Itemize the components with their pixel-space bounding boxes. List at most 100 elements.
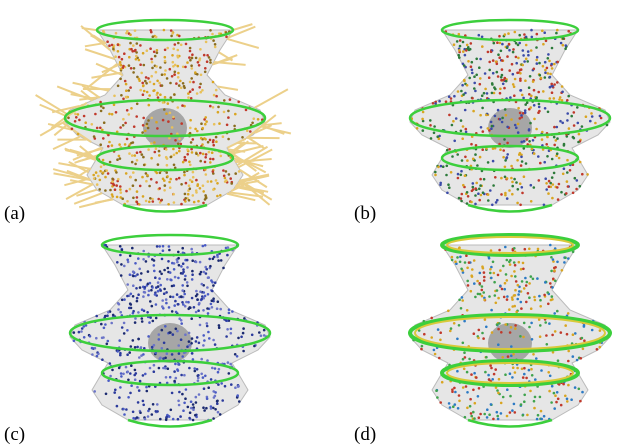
point xyxy=(130,303,133,306)
rendering xyxy=(410,235,610,427)
point xyxy=(541,29,544,32)
point xyxy=(139,63,142,66)
point xyxy=(473,417,476,420)
point xyxy=(141,308,144,311)
rendering xyxy=(410,20,610,212)
point xyxy=(534,299,537,302)
point xyxy=(546,291,549,294)
point xyxy=(499,42,502,45)
point xyxy=(138,203,141,206)
point xyxy=(490,367,493,370)
point xyxy=(530,29,533,32)
point xyxy=(147,119,150,122)
point xyxy=(576,179,579,182)
point xyxy=(550,85,553,88)
point xyxy=(172,65,175,68)
point xyxy=(199,187,202,190)
point xyxy=(181,393,184,396)
point xyxy=(208,337,211,340)
point xyxy=(121,299,124,302)
point xyxy=(477,337,480,340)
point xyxy=(508,69,511,72)
point xyxy=(560,42,563,45)
point xyxy=(143,64,146,67)
point xyxy=(553,392,556,395)
point xyxy=(433,132,436,135)
point xyxy=(535,59,538,62)
point xyxy=(521,64,524,67)
point xyxy=(169,82,172,85)
point xyxy=(483,271,486,274)
point xyxy=(472,411,475,414)
point xyxy=(189,132,192,135)
panel-label: (d) xyxy=(354,424,376,445)
point xyxy=(169,295,172,298)
point xyxy=(126,283,129,286)
point xyxy=(536,418,539,421)
point xyxy=(195,179,198,182)
point xyxy=(479,178,482,181)
point xyxy=(501,356,504,359)
point xyxy=(203,291,206,294)
point xyxy=(127,379,130,382)
point xyxy=(466,44,469,47)
point xyxy=(137,257,140,260)
point xyxy=(141,153,144,156)
point xyxy=(483,299,486,302)
point xyxy=(134,262,137,265)
point xyxy=(521,186,524,189)
point xyxy=(109,189,112,192)
point xyxy=(496,415,499,418)
point xyxy=(211,306,214,309)
point xyxy=(556,186,559,189)
point xyxy=(165,376,168,379)
point xyxy=(567,30,570,33)
point xyxy=(551,176,554,179)
point xyxy=(450,97,453,100)
point xyxy=(470,143,473,146)
point xyxy=(487,51,490,54)
point xyxy=(125,89,128,92)
point xyxy=(572,355,575,358)
point xyxy=(544,71,547,74)
point xyxy=(483,276,486,279)
point xyxy=(149,47,152,50)
point xyxy=(169,186,172,189)
point xyxy=(504,159,507,162)
point xyxy=(211,299,214,302)
point xyxy=(519,72,522,75)
point xyxy=(257,118,260,121)
point xyxy=(542,65,545,68)
point xyxy=(183,174,186,177)
point xyxy=(162,245,165,248)
point xyxy=(509,96,512,99)
point xyxy=(515,42,518,45)
point xyxy=(477,293,480,296)
point xyxy=(118,56,121,59)
point xyxy=(97,175,100,178)
point xyxy=(473,372,476,375)
point xyxy=(227,138,230,141)
point xyxy=(148,94,151,97)
point xyxy=(491,204,494,207)
point xyxy=(140,272,143,275)
point xyxy=(146,174,149,177)
point xyxy=(490,127,493,130)
point xyxy=(137,311,140,314)
point xyxy=(129,273,132,276)
point xyxy=(513,403,516,406)
point xyxy=(121,197,124,200)
point xyxy=(180,143,183,146)
point xyxy=(184,200,187,203)
point xyxy=(142,400,145,403)
point xyxy=(189,187,192,190)
point xyxy=(460,90,463,93)
point xyxy=(171,310,174,313)
point xyxy=(461,159,464,162)
point xyxy=(104,176,107,179)
point xyxy=(502,149,505,152)
point xyxy=(119,185,122,188)
point xyxy=(520,156,523,159)
point xyxy=(562,44,565,47)
point xyxy=(169,271,172,274)
